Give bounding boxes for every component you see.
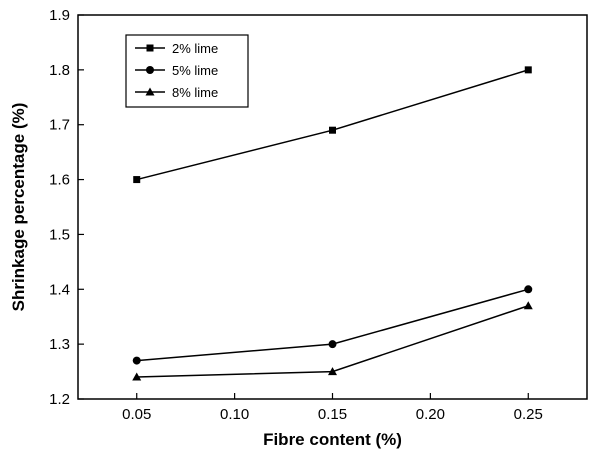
y-tick-label: 1.8: [49, 62, 70, 79]
series-2-lime: [133, 66, 532, 184]
legend-item: 5% lime: [135, 63, 218, 78]
data-point-circle: [132, 356, 141, 365]
x-tick-label: 0.20: [416, 406, 445, 423]
data-point-triangle: [523, 301, 533, 310]
series-8-lime: [132, 301, 533, 381]
legend-items: 2% lime 5% lime 8% lime: [135, 41, 218, 100]
legend-marker-circle: [146, 66, 154, 74]
legend-marker-triangle: [145, 87, 155, 96]
y-tick-label: 1.9: [49, 7, 70, 24]
data-point-triangle: [328, 367, 337, 376]
data-point-square: [524, 66, 532, 74]
data-point-square: [133, 176, 141, 184]
data-point-circle: [328, 340, 337, 349]
series-group: [132, 66, 533, 381]
y-tick-label: 1.7: [49, 117, 70, 134]
x-tick-label: 0.25: [514, 406, 543, 423]
legend-label: 5% lime: [172, 63, 218, 78]
axis-ticks: 0.05 0.10 0.15 0.20 0.25 1.2 1.3 1.4 1.5 1.6 1.7 1.…: [49, 7, 543, 423]
y-axis-title: Shrinkage percentage (%): [9, 103, 28, 312]
y-tick-label: 1.3: [49, 336, 70, 353]
legend-label: 8% lime: [172, 85, 218, 100]
legend-frame: [125, 34, 249, 108]
data-point-square: [329, 126, 336, 134]
legend-item: 2% lime: [135, 41, 218, 56]
y-tick-label: 1.6: [49, 172, 70, 189]
legend-item: 8% lime: [135, 85, 218, 100]
x-tick-label: 0.15: [318, 406, 347, 423]
y-tick-label: 1.4: [49, 281, 70, 298]
legend-label: 2% lime: [172, 41, 218, 56]
y-tick-label: 1.2: [49, 391, 70, 408]
data-point-circle: [524, 285, 533, 294]
y-tick-label: 1.5: [49, 226, 70, 243]
series-5-lime: [132, 285, 533, 365]
x-axis-title: Fibre content (%): [263, 430, 402, 449]
legend-marker-square: [146, 44, 154, 52]
data-point-triangle: [132, 372, 142, 381]
legend: 2% lime 5% lime 8% lime: [125, 34, 249, 108]
x-tick-label: 0.10: [220, 406, 249, 423]
x-tick-label: 0.05: [122, 406, 151, 423]
